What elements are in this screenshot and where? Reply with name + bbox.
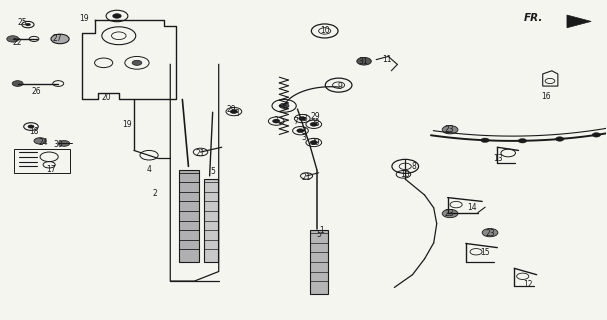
Circle shape bbox=[28, 125, 34, 128]
Text: 3: 3 bbox=[301, 133, 306, 142]
Text: 26: 26 bbox=[31, 87, 41, 96]
Text: 4: 4 bbox=[147, 165, 152, 174]
Circle shape bbox=[132, 60, 142, 65]
Circle shape bbox=[442, 125, 458, 134]
Text: 15: 15 bbox=[480, 248, 490, 257]
Text: 17: 17 bbox=[46, 165, 56, 174]
Text: 25: 25 bbox=[17, 19, 27, 28]
Text: 20: 20 bbox=[102, 93, 112, 102]
Circle shape bbox=[34, 138, 46, 144]
Circle shape bbox=[7, 36, 19, 42]
Text: 10: 10 bbox=[401, 170, 410, 179]
Text: 9: 9 bbox=[337, 82, 342, 91]
Text: 3: 3 bbox=[234, 109, 239, 118]
Text: 21: 21 bbox=[196, 149, 205, 158]
Text: 6: 6 bbox=[283, 103, 288, 112]
Circle shape bbox=[297, 129, 304, 132]
Circle shape bbox=[230, 110, 237, 114]
Text: 27: 27 bbox=[52, 35, 62, 44]
Polygon shape bbox=[179, 170, 199, 262]
Circle shape bbox=[113, 14, 121, 18]
Polygon shape bbox=[310, 230, 328, 294]
Text: 14: 14 bbox=[467, 203, 476, 212]
Circle shape bbox=[310, 140, 317, 144]
Text: 3: 3 bbox=[302, 114, 307, 123]
Circle shape bbox=[357, 57, 371, 65]
Circle shape bbox=[481, 138, 489, 142]
Text: 13: 13 bbox=[493, 154, 503, 163]
Text: 29: 29 bbox=[311, 138, 320, 147]
Text: 2: 2 bbox=[153, 189, 157, 198]
Text: 18: 18 bbox=[29, 127, 39, 136]
Text: 29: 29 bbox=[311, 113, 320, 122]
Text: 28: 28 bbox=[311, 119, 320, 128]
Text: 19: 19 bbox=[122, 120, 132, 130]
Text: 5: 5 bbox=[210, 167, 215, 176]
Circle shape bbox=[482, 228, 498, 237]
Text: 12: 12 bbox=[523, 280, 532, 289]
Circle shape bbox=[442, 209, 458, 218]
Text: 3: 3 bbox=[274, 116, 279, 125]
Text: 29: 29 bbox=[226, 105, 236, 114]
Text: 21: 21 bbox=[302, 173, 311, 182]
Polygon shape bbox=[567, 15, 591, 28]
Circle shape bbox=[592, 133, 600, 137]
Text: 24: 24 bbox=[38, 138, 48, 147]
Circle shape bbox=[518, 139, 527, 143]
Text: 23: 23 bbox=[444, 209, 453, 218]
Circle shape bbox=[555, 137, 564, 141]
Text: 30: 30 bbox=[53, 140, 63, 148]
Text: 23: 23 bbox=[485, 229, 495, 238]
Circle shape bbox=[59, 140, 70, 146]
Circle shape bbox=[25, 23, 30, 26]
Text: 8: 8 bbox=[412, 162, 416, 171]
Text: 11: 11 bbox=[382, 55, 392, 64]
Circle shape bbox=[12, 81, 23, 86]
Text: 22: 22 bbox=[13, 38, 22, 47]
Text: 1: 1 bbox=[319, 226, 324, 235]
Circle shape bbox=[273, 119, 280, 123]
Circle shape bbox=[299, 117, 306, 121]
Polygon shape bbox=[203, 179, 217, 262]
Text: 7: 7 bbox=[294, 117, 299, 126]
Text: FR.: FR. bbox=[523, 13, 543, 23]
Text: 31: 31 bbox=[358, 57, 368, 66]
Circle shape bbox=[310, 123, 317, 126]
Text: 16: 16 bbox=[541, 92, 551, 101]
Text: 10: 10 bbox=[320, 27, 330, 36]
Text: 23: 23 bbox=[444, 125, 453, 134]
Circle shape bbox=[279, 103, 289, 108]
Text: 3: 3 bbox=[301, 127, 306, 136]
Text: 19: 19 bbox=[80, 14, 89, 23]
Text: 5: 5 bbox=[316, 230, 321, 239]
Circle shape bbox=[51, 34, 69, 44]
